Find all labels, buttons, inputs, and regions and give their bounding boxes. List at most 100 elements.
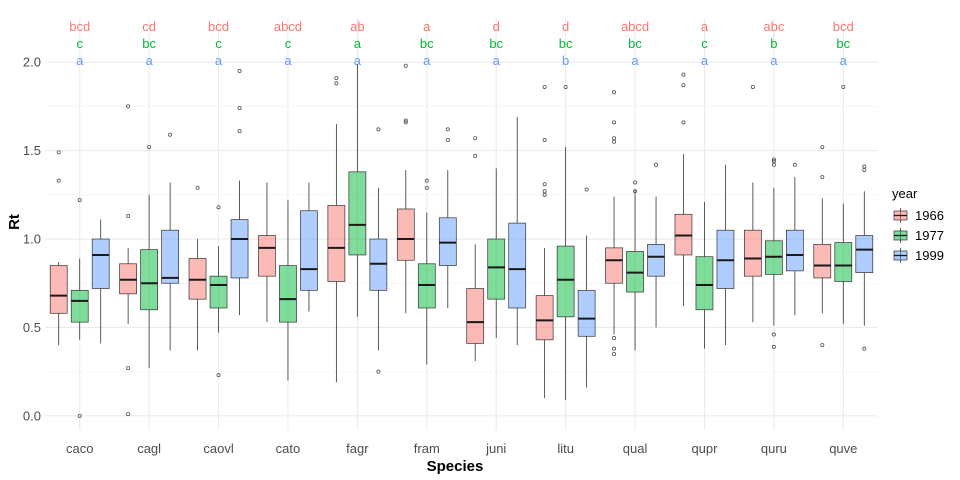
significance-letter: b xyxy=(562,53,569,68)
box-iqr xyxy=(49,265,68,314)
box-1977-caco xyxy=(70,198,89,418)
box-iqr xyxy=(647,243,665,277)
y-tick-label: 2.0 xyxy=(23,55,41,70)
box-iqr xyxy=(786,229,804,272)
legend-key-1977 xyxy=(892,227,909,244)
significance-letter: a xyxy=(76,53,84,68)
legend-label: 1977 xyxy=(915,228,944,243)
box-1999-caovl xyxy=(230,69,249,316)
outlier-point xyxy=(473,136,478,141)
significance-letter: a xyxy=(701,19,709,34)
box-1977-caovl xyxy=(209,205,228,378)
box-iqr xyxy=(327,205,346,282)
box-1977-juni xyxy=(487,168,506,339)
box-1999-fram xyxy=(438,127,457,308)
significance-letter: bcd xyxy=(69,19,90,34)
outlier-point xyxy=(126,214,131,219)
significance-letter: a xyxy=(423,53,431,68)
significance-letter: a xyxy=(701,53,709,68)
box-iqr xyxy=(279,265,297,323)
x-tick-label: qupr xyxy=(691,441,718,456)
box-1966-juni xyxy=(466,136,485,362)
box-1977-quru xyxy=(765,157,783,349)
box-1966-caco xyxy=(49,150,68,346)
significance-letter: ab xyxy=(350,19,364,34)
y-axis-title: Rt xyxy=(6,214,23,230)
outlier-point xyxy=(612,120,617,125)
box-1999-cato xyxy=(300,182,318,312)
legend-label: 1966 xyxy=(915,208,944,223)
outlier-point xyxy=(612,346,617,351)
outlier-point xyxy=(403,120,408,125)
box-1977-qual xyxy=(626,180,644,351)
outlier-point xyxy=(771,157,776,162)
box-iqr xyxy=(161,229,179,284)
outlier-point xyxy=(862,346,867,351)
outlier-point xyxy=(750,84,755,89)
x-tick-label: cato xyxy=(276,441,301,456)
x-tick-label: quru xyxy=(761,441,787,456)
box-1999-quve xyxy=(855,164,874,351)
box-1999-litu xyxy=(577,187,596,388)
x-tick-label: qual xyxy=(623,441,648,456)
box-1999-caco xyxy=(91,219,110,344)
box-iqr xyxy=(396,208,415,261)
box-1966-fagr xyxy=(327,76,346,383)
box-iqr xyxy=(577,289,596,337)
outlier-point xyxy=(334,81,339,86)
outlier-point xyxy=(147,145,152,150)
box-iqr xyxy=(813,243,832,279)
outlier-point xyxy=(633,180,638,185)
outlier-point xyxy=(841,84,846,89)
outlier-point xyxy=(542,182,547,187)
outlier-point xyxy=(216,205,221,210)
significance-letter: bcd xyxy=(833,19,854,34)
significance-letter: b xyxy=(770,36,777,51)
outlier-point xyxy=(126,104,131,109)
box-1977-fagr xyxy=(348,63,367,317)
significance-letter: a xyxy=(770,53,778,68)
outlier-point xyxy=(771,332,776,337)
significance-letter: c xyxy=(285,36,292,51)
box-1977-cagl xyxy=(140,145,158,369)
significance-letter: c xyxy=(215,36,222,51)
box-iqr xyxy=(70,289,89,323)
box-iqr xyxy=(140,249,158,311)
box-1966-qual xyxy=(605,90,623,356)
outlier-point xyxy=(473,153,478,158)
box-1999-quru xyxy=(786,162,804,316)
significance-letter: a xyxy=(146,53,154,68)
outlier-point xyxy=(376,369,381,374)
box-iqr xyxy=(508,222,527,309)
box-1999-fagr xyxy=(369,127,388,374)
significance-letter: a xyxy=(423,19,431,34)
box-iqr xyxy=(258,235,276,277)
outlier-point xyxy=(334,76,339,81)
outlier-point xyxy=(612,90,617,95)
significance-letter: abcd xyxy=(274,19,302,34)
box-iqr xyxy=(487,238,506,300)
significance-letter: d xyxy=(493,19,500,34)
y-axis-ticks: 0.0 0.5 1.0 1.5 2.0 xyxy=(23,55,41,424)
x-tick-label: juni xyxy=(485,441,506,456)
box-1966-qupr xyxy=(674,72,693,307)
significance-letter: a xyxy=(284,53,292,68)
outlier-point xyxy=(681,72,686,77)
box-iqr xyxy=(535,295,554,341)
legend: year 1966 1977 1999 xyxy=(892,186,944,264)
outlier-point xyxy=(771,162,776,167)
box-1999-qual xyxy=(647,162,665,328)
box-1999-qupr xyxy=(716,164,735,346)
outlier-point xyxy=(542,189,547,194)
significance-letter: a xyxy=(354,53,362,68)
outlier-point xyxy=(612,336,617,341)
significance-letters: bcdcacdbcabcdcaabcdcaabaaabcadbcadbcbabc… xyxy=(69,19,854,68)
significance-letter: c xyxy=(76,36,83,51)
x-tick-label: caovl xyxy=(203,441,233,456)
y-tick-label: 1.5 xyxy=(23,143,41,158)
outlier-point xyxy=(237,69,242,74)
significance-letter: bc xyxy=(836,36,850,51)
outlier-point xyxy=(563,84,568,89)
box-iqr xyxy=(695,256,714,311)
outlier-point xyxy=(403,118,408,123)
